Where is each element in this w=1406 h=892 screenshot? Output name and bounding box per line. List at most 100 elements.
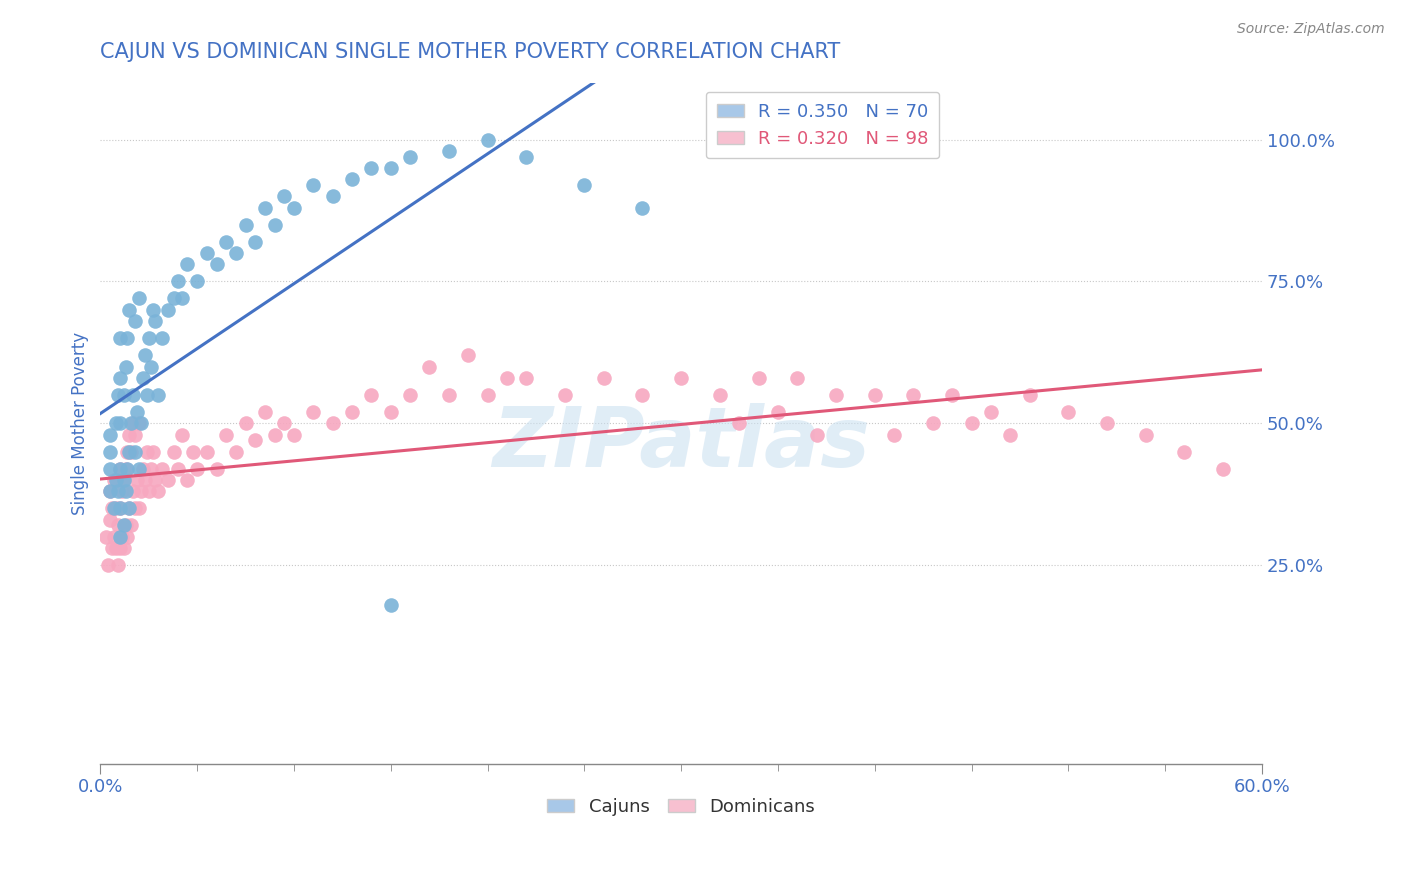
Point [748, 371, 770, 385]
Point [825, 388, 848, 402]
Point [117, 444, 139, 458]
Point [98, 513, 121, 527]
Point [215, 235, 238, 249]
Point [170, 427, 193, 442]
Point [283, 427, 305, 442]
Point [142, 444, 165, 458]
Point [138, 484, 160, 499]
Point [176, 257, 198, 271]
Point [148, 388, 170, 402]
Point [128, 461, 150, 475]
Point [399, 388, 422, 402]
Point [98, 427, 121, 442]
Point [134, 348, 156, 362]
Point [148, 484, 170, 499]
Point [157, 473, 180, 487]
Point [515, 149, 537, 163]
Point [98, 444, 121, 458]
Point [104, 501, 127, 516]
Point [117, 331, 139, 345]
Point [903, 388, 925, 402]
Point [157, 302, 180, 317]
Point [921, 417, 943, 431]
Point [186, 274, 208, 288]
Point [139, 461, 162, 475]
Point [135, 444, 157, 458]
Point [418, 359, 440, 374]
Point [170, 292, 193, 306]
Point [122, 388, 145, 402]
Point [477, 388, 499, 402]
Point [235, 218, 257, 232]
Point [104, 473, 127, 487]
Point [98, 461, 121, 475]
Point [245, 235, 267, 249]
Point [107, 388, 129, 402]
Point [150, 331, 173, 345]
Point [181, 444, 204, 458]
Point [205, 257, 228, 271]
Point [360, 161, 382, 175]
Point [127, 473, 149, 487]
Point [107, 518, 129, 533]
Point [245, 434, 267, 448]
Point [103, 501, 125, 516]
Point [124, 314, 146, 328]
Point [322, 189, 344, 203]
Point [108, 461, 131, 475]
Point [112, 388, 135, 402]
Point [98, 484, 121, 499]
Point [111, 530, 134, 544]
Point [728, 417, 751, 431]
Point [786, 371, 808, 385]
Point [1057, 405, 1080, 419]
Point [340, 405, 363, 419]
Point [120, 444, 142, 458]
Point [302, 405, 325, 419]
Point [118, 501, 141, 516]
Point [960, 417, 983, 431]
Point [112, 541, 135, 556]
Point [114, 359, 136, 374]
Point [766, 405, 789, 419]
Point [114, 518, 136, 533]
Point [108, 501, 131, 516]
Point [263, 218, 285, 232]
Point [195, 444, 218, 458]
Point [631, 201, 654, 215]
Point [669, 371, 692, 385]
Point [122, 417, 145, 431]
Point [302, 178, 325, 192]
Point [120, 518, 142, 533]
Point [399, 149, 422, 163]
Point [1212, 461, 1234, 475]
Point [176, 473, 198, 487]
Point [97, 558, 120, 573]
Point [135, 388, 157, 402]
Point [120, 417, 142, 431]
Point [235, 417, 257, 431]
Point [129, 417, 152, 431]
Point [1095, 417, 1118, 431]
Point [437, 388, 460, 402]
Point [263, 427, 285, 442]
Text: CAJUN VS DOMINICAN SINGLE MOTHER POVERTY CORRELATION CHART: CAJUN VS DOMINICAN SINGLE MOTHER POVERTY… [100, 42, 841, 62]
Point [195, 246, 218, 260]
Point [631, 388, 654, 402]
Y-axis label: Single Mother Poverty: Single Mother Poverty [72, 332, 89, 515]
Point [360, 388, 382, 402]
Point [132, 371, 155, 385]
Point [117, 530, 139, 544]
Point [322, 417, 344, 431]
Point [709, 388, 731, 402]
Point [554, 388, 576, 402]
Point [124, 444, 146, 458]
Point [340, 172, 363, 186]
Point [122, 484, 145, 499]
Point [114, 484, 136, 499]
Point [980, 405, 1002, 419]
Point [477, 132, 499, 146]
Text: ZIPatlas: ZIPatlas [492, 403, 870, 484]
Point [101, 501, 124, 516]
Point [273, 189, 295, 203]
